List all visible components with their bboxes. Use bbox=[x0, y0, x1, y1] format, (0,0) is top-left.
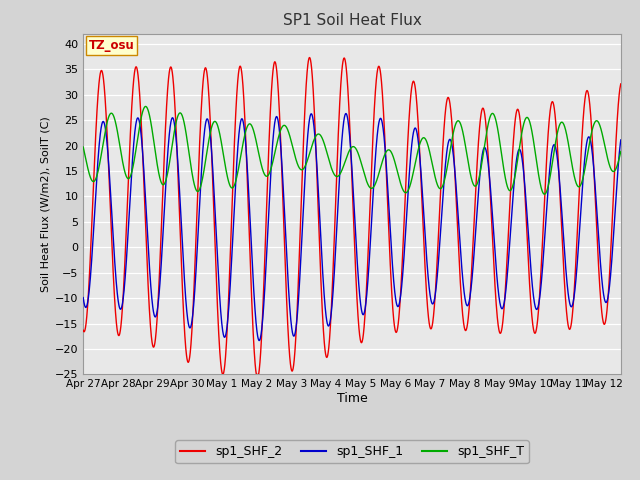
Legend: sp1_SHF_2, sp1_SHF_1, sp1_SHF_T: sp1_SHF_2, sp1_SHF_1, sp1_SHF_T bbox=[175, 440, 529, 463]
Text: TZ_osu: TZ_osu bbox=[88, 39, 134, 52]
Y-axis label: Soil Heat Flux (W/m2), SoilT (C): Soil Heat Flux (W/m2), SoilT (C) bbox=[41, 116, 51, 292]
Title: SP1 Soil Heat Flux: SP1 Soil Heat Flux bbox=[283, 13, 421, 28]
X-axis label: Time: Time bbox=[337, 392, 367, 405]
